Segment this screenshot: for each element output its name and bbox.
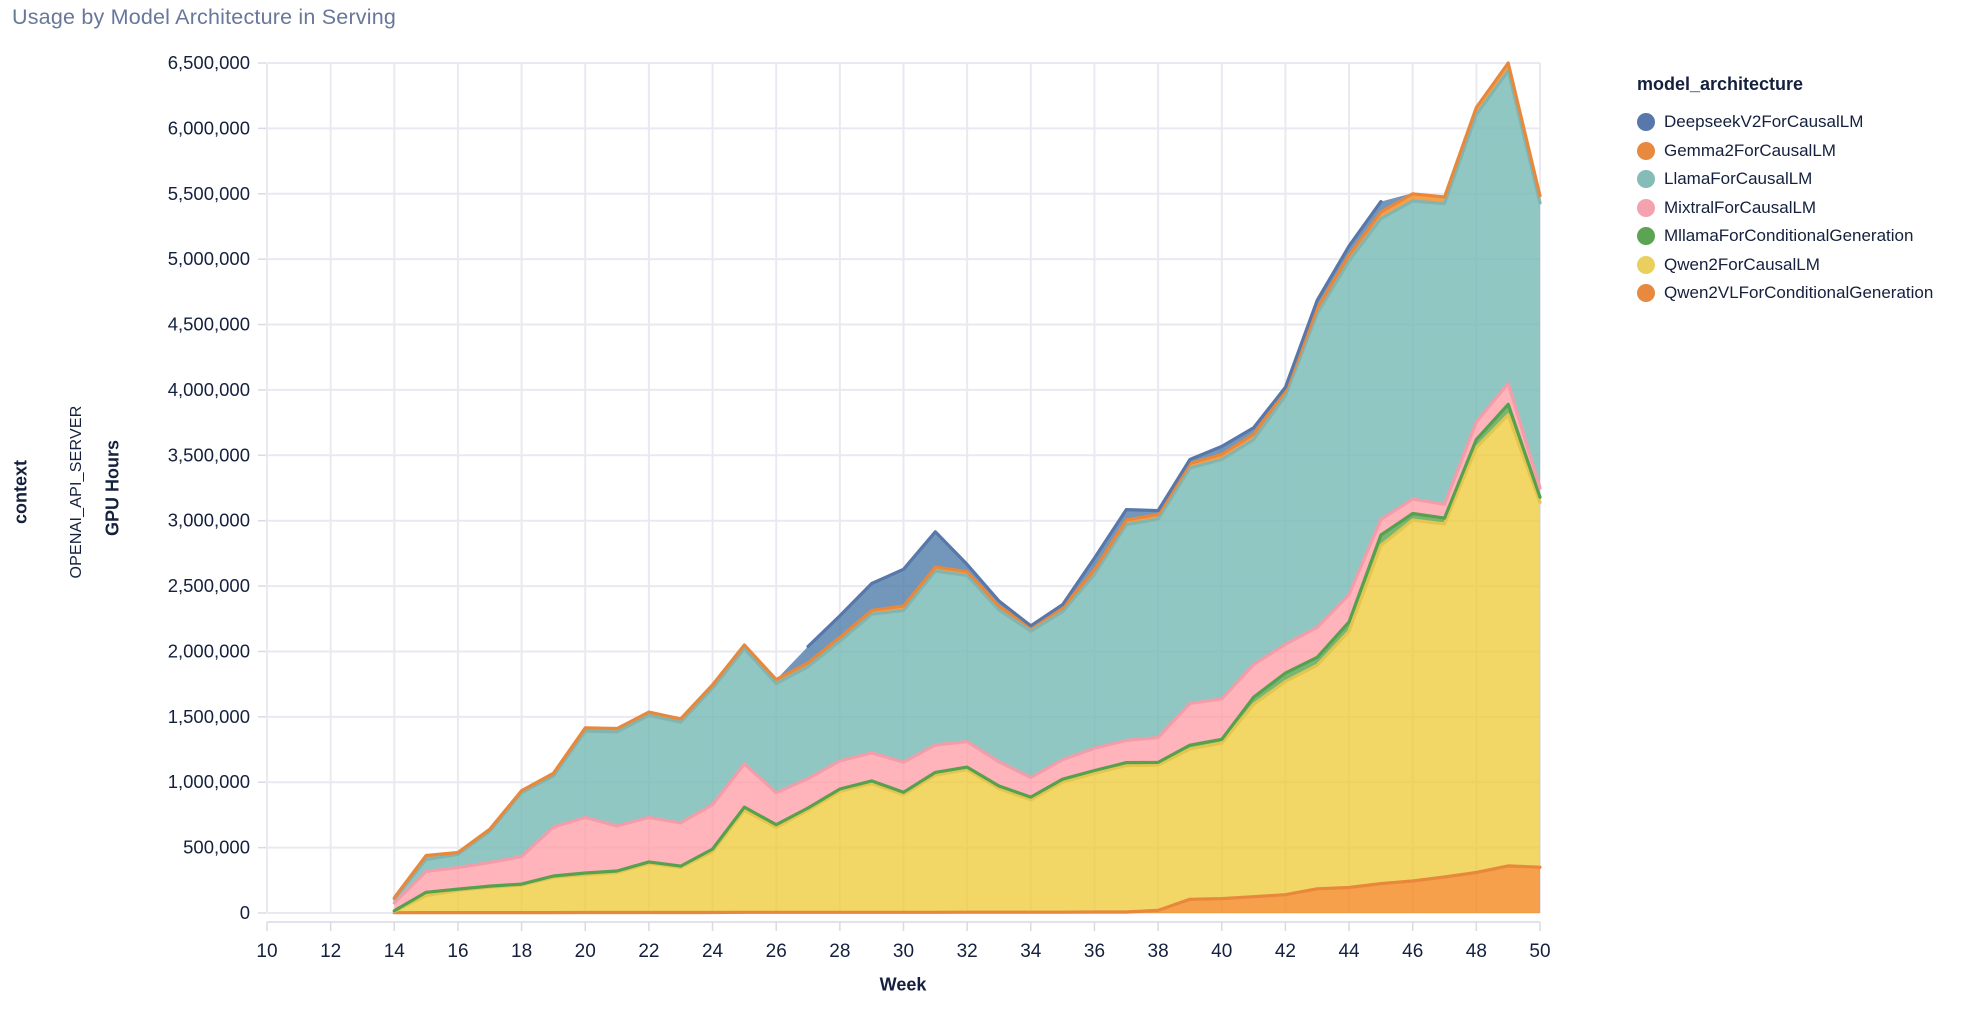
x-tick-label: 22: [638, 941, 659, 962]
area-LlamaForCausalLM[interactable]: [394, 70, 1540, 903]
x-tick-label: 12: [320, 941, 341, 962]
line-Qwen2VLForConditionalGeneration: [392, 864, 1542, 915]
line-MixtralForCausalLM: [392, 381, 1542, 905]
y-tick-label: 5,000,000: [168, 248, 250, 269]
legend: model_architecture DeepseekV2ForCausalLM…: [1637, 74, 1933, 308]
y-tick-label: 3,500,000: [168, 444, 250, 465]
x-tick-label: 28: [829, 941, 850, 962]
x-tick-label: 34: [1020, 941, 1042, 962]
x-tick-label: 24: [702, 941, 724, 962]
legend-item-Qwen2VLForConditionalGeneration[interactable]: Qwen2VLForConditionalGeneration: [1637, 279, 1933, 308]
legend-swatch-icon: [1637, 170, 1655, 189]
legend-item-DeepseekV2ForCausalLM[interactable]: DeepseekV2ForCausalLM: [1637, 108, 1933, 137]
y-tick-label: 6,000,000: [168, 117, 250, 138]
line-Gemma2ForCausalLM: [392, 61, 1542, 900]
x-tick-label: 50: [1529, 941, 1550, 962]
x-tick-label: 38: [1148, 941, 1169, 962]
line-DeepseekV2ForCausalLM: [806, 200, 1383, 649]
line-LlamaForCausalLM: [392, 69, 1542, 901]
legend-title: model_architecture: [1637, 74, 1804, 94]
tick-labels: 10 12 14 16 18 20 22 24 26 28 30 32 34 36 38 40 42 44 46 48…: [168, 52, 1551, 962]
legend-swatch-icon: [1637, 113, 1655, 132]
legend-item-MixtralForCausalLM[interactable]: MixtralForCausalLM: [1637, 194, 1933, 223]
area-Qwen2ForCausalLM[interactable]: [394, 414, 1540, 913]
legend-swatch-icon: [1637, 227, 1655, 246]
stacked-areas: [394, 63, 1540, 913]
legend-list: DeepseekV2ForCausalLM Gemma2ForCausalLM Ll…: [1637, 108, 1933, 308]
legend-swatch-icon: [1637, 141, 1655, 160]
x-tick-label: 30: [893, 941, 914, 962]
x-tick-label: 48: [1466, 941, 1487, 962]
x-tick-label: 14: [384, 941, 406, 962]
line-MllamaForConditionalGeneration: [392, 402, 1542, 913]
x-tick-label: 40: [1211, 941, 1232, 962]
x-tick-label: 42: [1275, 941, 1296, 962]
y-tick-label: 2,000,000: [168, 640, 250, 661]
legend-item-label: Qwen2VLForConditionalGeneration: [1664, 283, 1934, 303]
y-tick-label: 5,500,000: [168, 183, 250, 204]
x-tick-label: 18: [511, 941, 532, 962]
y-tick-label: 3,000,000: [168, 510, 250, 531]
y-tick-label: 1,500,000: [168, 706, 250, 727]
area-Qwen2VLForConditionalGeneration[interactable]: [394, 865, 1540, 913]
y-tick-label: 4,500,000: [168, 314, 250, 335]
x-tick-label: 16: [447, 941, 468, 962]
x-tick-label: 20: [575, 941, 596, 962]
legend-item-label: DeepseekV2ForCausalLM: [1664, 112, 1864, 132]
legend-item-label: MllamaForConditionalGeneration: [1664, 226, 1914, 246]
legend-item-label: Gemma2ForCausalLM: [1664, 140, 1836, 160]
y-tick-label: 0: [240, 902, 250, 923]
y-tick-label: 1,000,000: [168, 771, 250, 792]
legend-item-Qwen2ForCausalLM[interactable]: Qwen2ForCausalLM: [1637, 251, 1933, 280]
x-axis-title: Week: [879, 974, 927, 995]
y-tick-label: 500,000: [183, 837, 250, 858]
legend-swatch-icon: [1637, 198, 1655, 217]
area-MixtralForCausalLM[interactable]: [394, 383, 1540, 911]
x-tick-label: 36: [1084, 941, 1105, 962]
legend-item-Gemma2ForCausalLM[interactable]: Gemma2ForCausalLM: [1637, 137, 1933, 166]
legend-item-label: LlamaForCausalLM: [1664, 169, 1813, 189]
legend-item-label: MixtralForCausalLM: [1664, 197, 1817, 217]
legend-swatch-icon: [1637, 255, 1655, 274]
area-strokes: [392, 61, 1542, 915]
legend-item-MllamaForConditionalGeneration[interactable]: MllamaForConditionalGeneration: [1637, 222, 1933, 251]
x-tick-label: 26: [766, 941, 787, 962]
x-tick-label: 44: [1338, 941, 1360, 962]
legend-swatch-icon: [1637, 284, 1655, 303]
y-tick-label: 4,000,000: [168, 379, 250, 400]
x-tick-label: 10: [256, 941, 277, 962]
x-tick-label: 32: [957, 941, 978, 962]
x-tick-label: 46: [1402, 941, 1423, 962]
chart-title: Usage by Model Architecture in Serving: [12, 5, 397, 29]
y-tick-label: 2,500,000: [168, 575, 250, 596]
axes: [258, 62, 1541, 931]
y-tick-label: 6,500,000: [168, 52, 250, 73]
legend-item-label: Qwen2ForCausalLM: [1664, 254, 1820, 274]
legend-item-LlamaForCausalLM[interactable]: LlamaForCausalLM: [1637, 165, 1933, 194]
